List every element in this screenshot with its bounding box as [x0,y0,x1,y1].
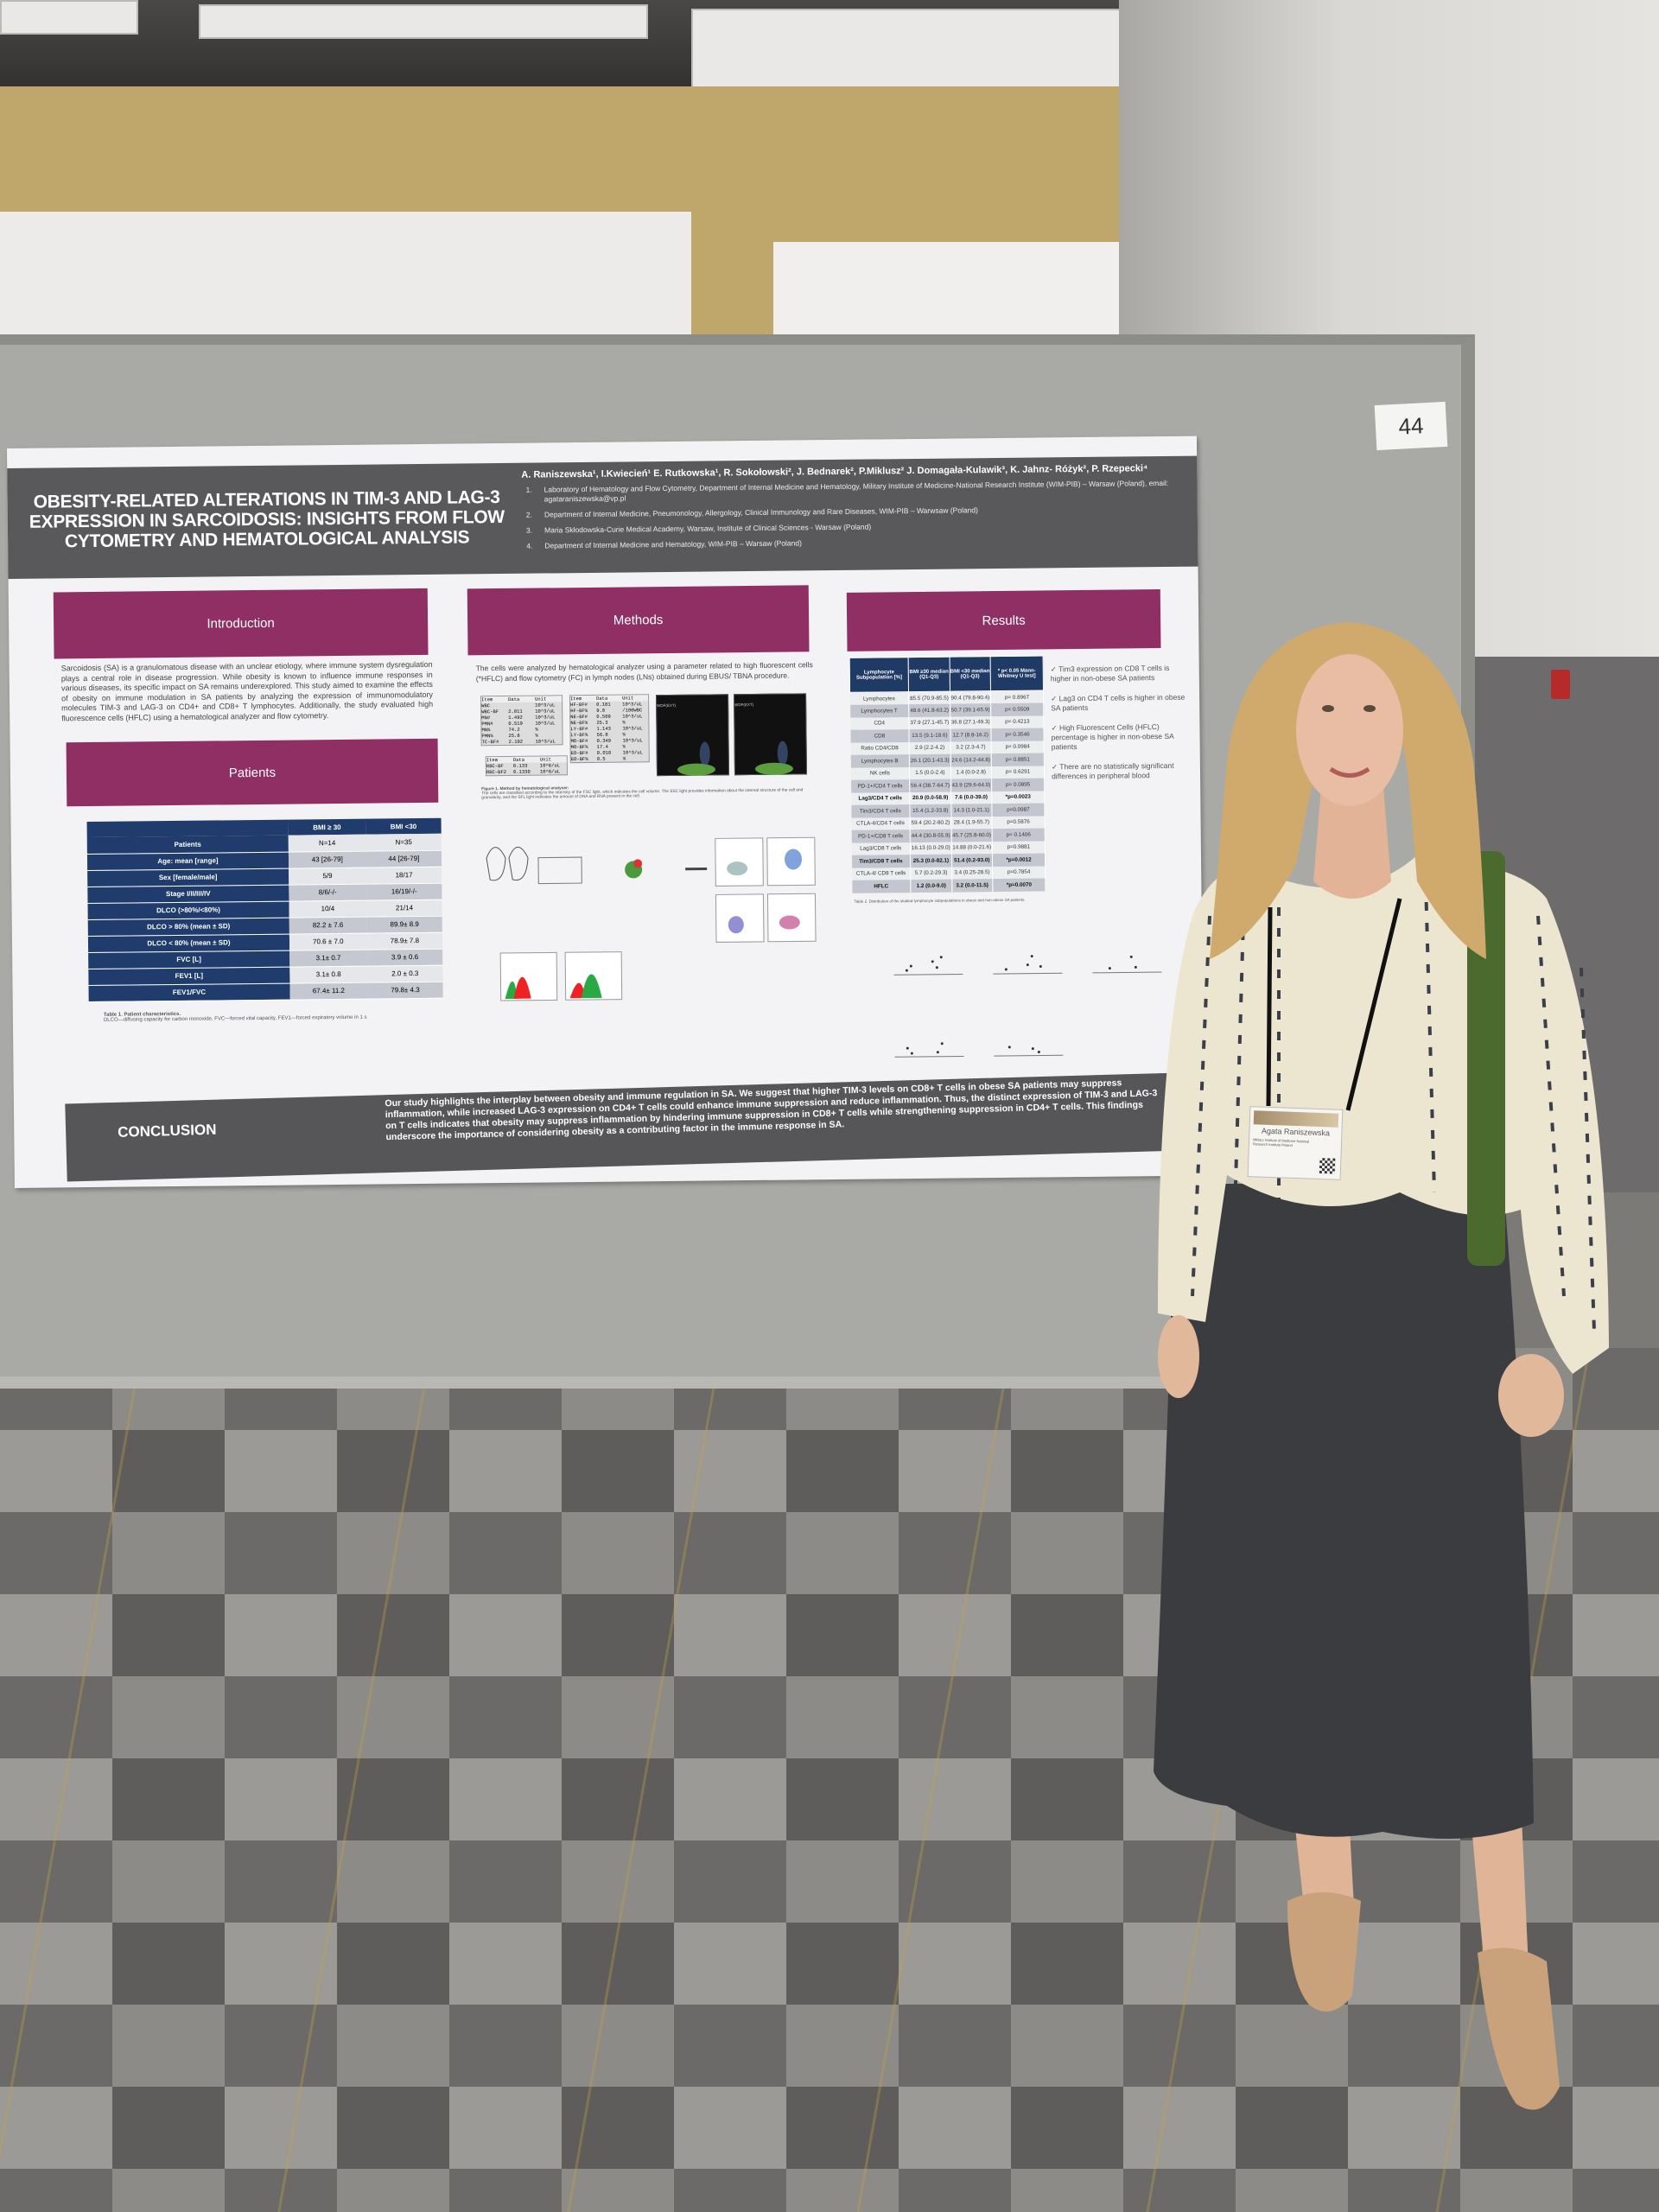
lanyard [1266,898,1402,1111]
badge-affiliation: Military Institute of Medicine National … [1252,1137,1310,1147]
ceiling-tile [0,0,138,35]
name-badge: Agata Raniszewska Military Institute of … [1247,1106,1344,1180]
histogram-figure [499,951,623,1001]
neck [1313,778,1391,899]
fire-alarm [1551,670,1570,699]
scattergram-plot: WDF(EXT) [656,694,730,777]
shoes [1287,1892,1560,2110]
hair [1210,622,1486,959]
hands [1158,1315,1564,1437]
dotplot-panel [893,956,963,976]
dotplot-panel [994,1046,1064,1057]
ceiling-light [199,4,648,39]
scattergram-plot: WDF(EXT) [734,693,808,776]
face [1296,654,1403,806]
lung-schematic-figure [486,846,708,885]
research-poster: OBESITY-RELATED ALTERATIONS IN TIM-3 AND… [7,435,1205,1188]
badge-name: Agata Raniszewska [1261,1126,1331,1138]
scattergram-cloud [754,741,793,775]
green-bag-strap [1467,851,1505,1266]
skirt [1154,1184,1534,1839]
blouse-stripes [1191,880,1596,1332]
badge-banner-image [1253,1110,1339,1128]
dotplot-panel [1092,955,1162,974]
results-dotplots [893,955,1162,1058]
dotplot-panel [993,955,1063,975]
scattergram-cloud [677,741,715,776]
methods-figures [486,836,817,1001]
flow-cytometry-dotplots [715,836,817,943]
qr-code-icon [1319,1158,1336,1174]
wall-panel [0,212,691,350]
dotplot-panel [894,1042,964,1058]
face-features [1322,705,1376,778]
